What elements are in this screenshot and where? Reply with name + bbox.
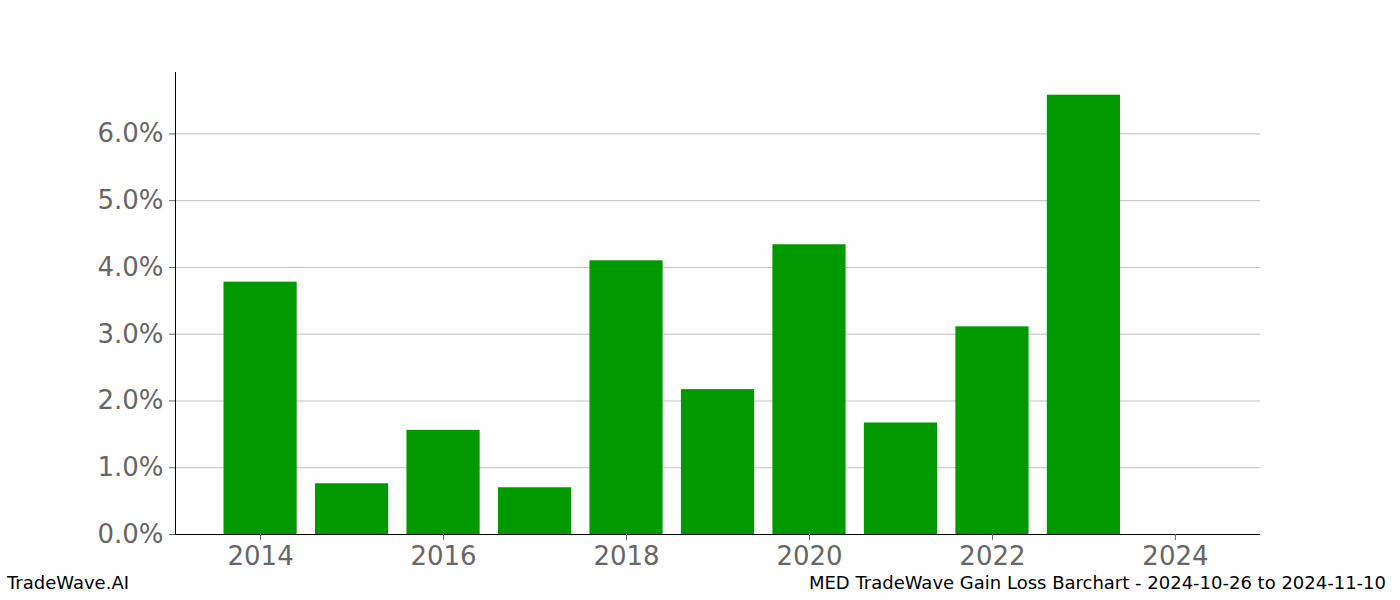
svg-text:2020: 2020 bbox=[776, 541, 842, 565]
html-text:TradeWave.AI: TradeWave.AI bbox=[7, 572, 129, 593]
svg-text:4.0%: 4.0% bbox=[97, 252, 163, 282]
svg-text:3.0%: 3.0% bbox=[97, 319, 163, 349]
svg-text:2.0%: 2.0% bbox=[97, 385, 163, 415]
svg-text:0.0%: 0.0% bbox=[97, 519, 163, 549]
svg-text:5.0%: 5.0% bbox=[97, 185, 163, 215]
svg-text:6.0%: 6.0% bbox=[97, 118, 163, 148]
svg-text:2018: 2018 bbox=[593, 541, 659, 565]
svg-text:1.0%: 1.0% bbox=[97, 452, 163, 482]
html-text:MED TradeWave Gain Loss Barcha: MED TradeWave Gain Loss Barchart - 2024-… bbox=[809, 572, 1386, 593]
svg-text:2022: 2022 bbox=[959, 541, 1025, 565]
svg-text:2016: 2016 bbox=[410, 541, 476, 565]
svg-text:2014: 2014 bbox=[227, 541, 293, 565]
svg-text:2024: 2024 bbox=[1142, 541, 1208, 565]
